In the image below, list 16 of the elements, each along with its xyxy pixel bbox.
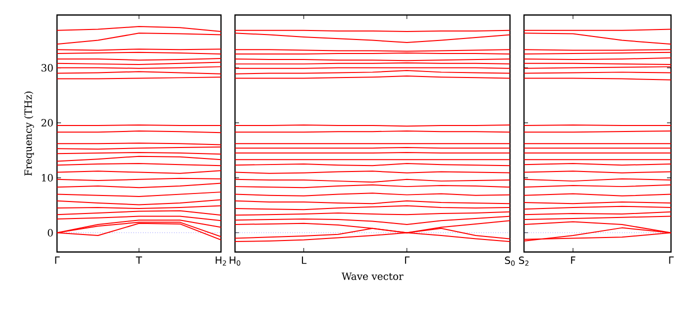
- x-tick-label: H$_{2}$: [216, 256, 226, 266]
- x-tick-label: S$_{0}$: [505, 256, 515, 266]
- y-tick-label: 30: [42, 64, 53, 72]
- x-tick-label: Γ: [55, 256, 60, 264]
- y-tick-label: 10: [42, 174, 53, 182]
- x-tick-label: L: [302, 256, 306, 264]
- x-tick-label: T: [136, 256, 142, 264]
- x-tick-label: Γ: [669, 256, 674, 264]
- y-tick-label: 0: [48, 228, 53, 237]
- x-tick-label: F: [571, 256, 576, 264]
- y-tick-label: 20: [41, 118, 53, 127]
- x-tick-label: H$_{0}$: [230, 256, 240, 266]
- x-axis-title: Wave vector: [342, 272, 404, 280]
- x-tick-label: Γ: [405, 256, 410, 264]
- y-axis-title: Frequency (THz): [24, 92, 34, 176]
- x-tick-label: S$_{2}$: [519, 256, 528, 266]
